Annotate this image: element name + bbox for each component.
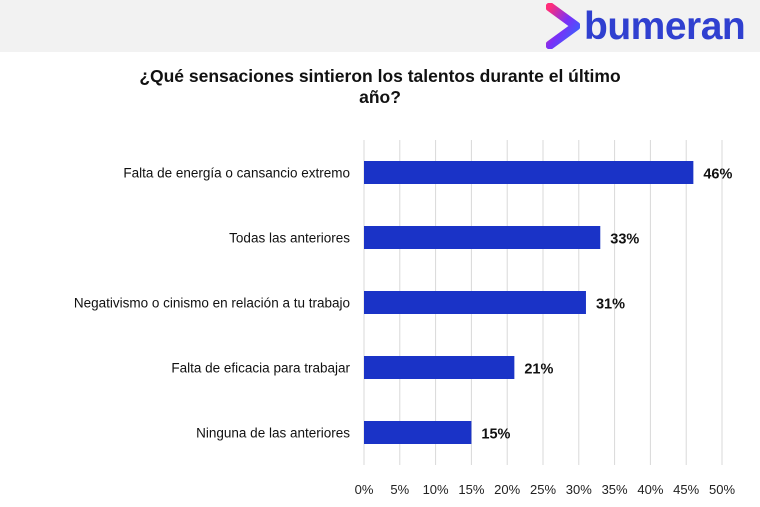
bar (364, 161, 694, 184)
category-label: Falta de eficacia para trabajar (171, 361, 350, 376)
category-label: Ninguna de las anteriores (196, 426, 350, 441)
chart-title-line-2: año? (359, 87, 401, 107)
x-tick-label: 15% (458, 482, 484, 497)
x-tick-label: 10% (423, 482, 449, 497)
x-tick-label: 40% (637, 482, 663, 497)
bumeran-mark-icon (546, 3, 580, 49)
value-label: 15% (481, 427, 510, 443)
category-label: Falta de energía o cansancio extremo (123, 166, 350, 181)
brand-name: bumeran (584, 4, 746, 48)
value-label: 21% (524, 362, 553, 378)
x-tick-label: 45% (673, 482, 699, 497)
x-tick-label: 0% (355, 482, 374, 497)
bar (364, 421, 472, 444)
x-tick-label: 50% (709, 482, 735, 497)
value-label: 31% (596, 297, 625, 313)
bar (364, 356, 515, 379)
x-tick-label: 25% (530, 482, 556, 497)
chart-title: ¿Qué sensaciones sintieron los talentos … (80, 66, 680, 108)
x-tick-label: 35% (602, 482, 628, 497)
category-label: Negativismo o cinismo en relación a tu t… (74, 296, 350, 311)
x-tick-label: 5% (390, 482, 409, 497)
bar (364, 226, 601, 249)
value-label: 46% (703, 167, 732, 183)
header-bar (0, 0, 760, 52)
x-tick-label: 20% (494, 482, 520, 497)
bumeran-logo: bumeran (546, 2, 746, 50)
bar (364, 291, 586, 314)
chart-title-line-1: ¿Qué sensaciones sintieron los talentos … (139, 66, 621, 86)
category-label: Todas las anteriores (229, 231, 350, 246)
x-tick-label: 30% (566, 482, 592, 497)
value-label: 33% (610, 232, 639, 248)
